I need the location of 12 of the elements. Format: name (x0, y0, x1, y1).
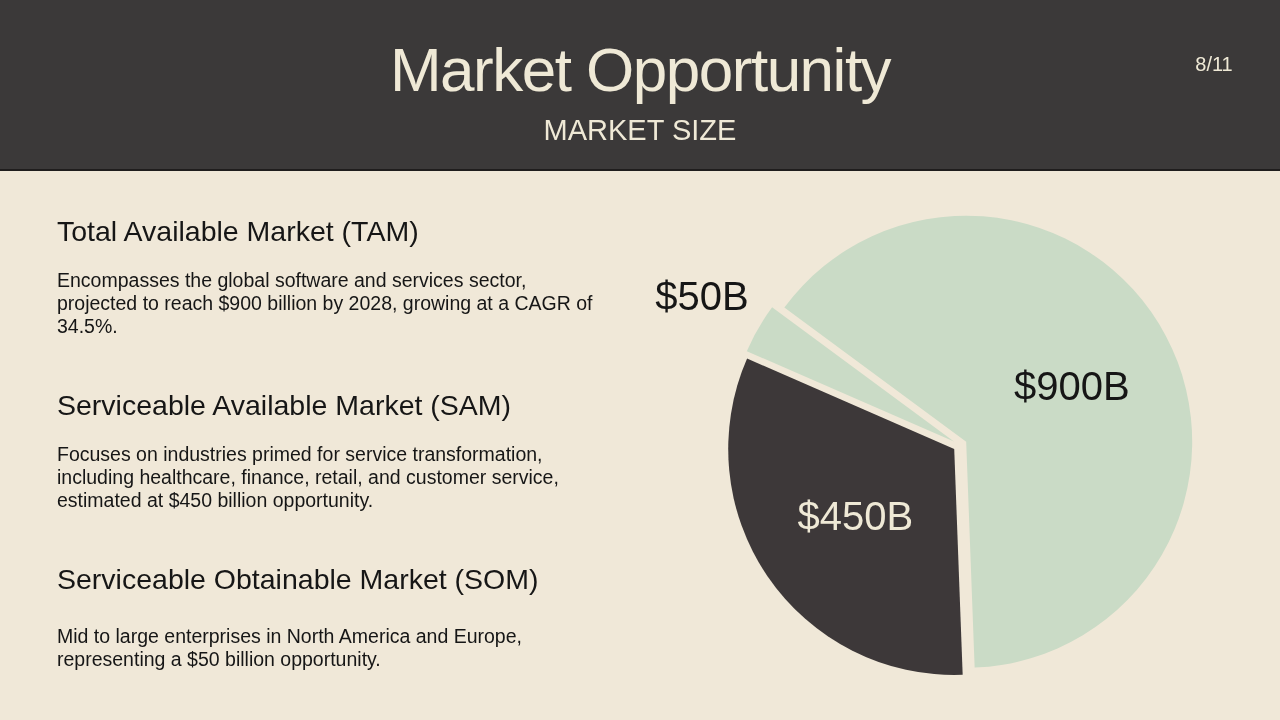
data-label: $900B (1014, 363, 1130, 408)
data-label: $50B (655, 274, 749, 318)
text: Total Available Market (TAM) (57, 214, 420, 248)
text: Serviceable Obtainable Market (SOM) (57, 562, 540, 596)
chart-subtitle: MARKET SIZE (543, 114, 737, 146)
data-label: $450B (797, 494, 914, 539)
text: 8/11 (1195, 53, 1233, 75)
text: Encompasses the global software and services sector, projected to reach $900 billion by 2028, growing at a CAGR of 34.5%. (57, 269, 594, 338)
text: Focuses on industries primed for service transformation, including healthcare, finance, retail, and customer service, estimated at $450 billion opportunity. (57, 443, 560, 512)
text: Mid to large enterprises in North America and Europe, representing a $50 billion opportunity. (57, 625, 523, 671)
text: Serviceable Available Market (SAM) (57, 388, 513, 422)
chart-title: Market Opportunity (389, 34, 892, 104)
